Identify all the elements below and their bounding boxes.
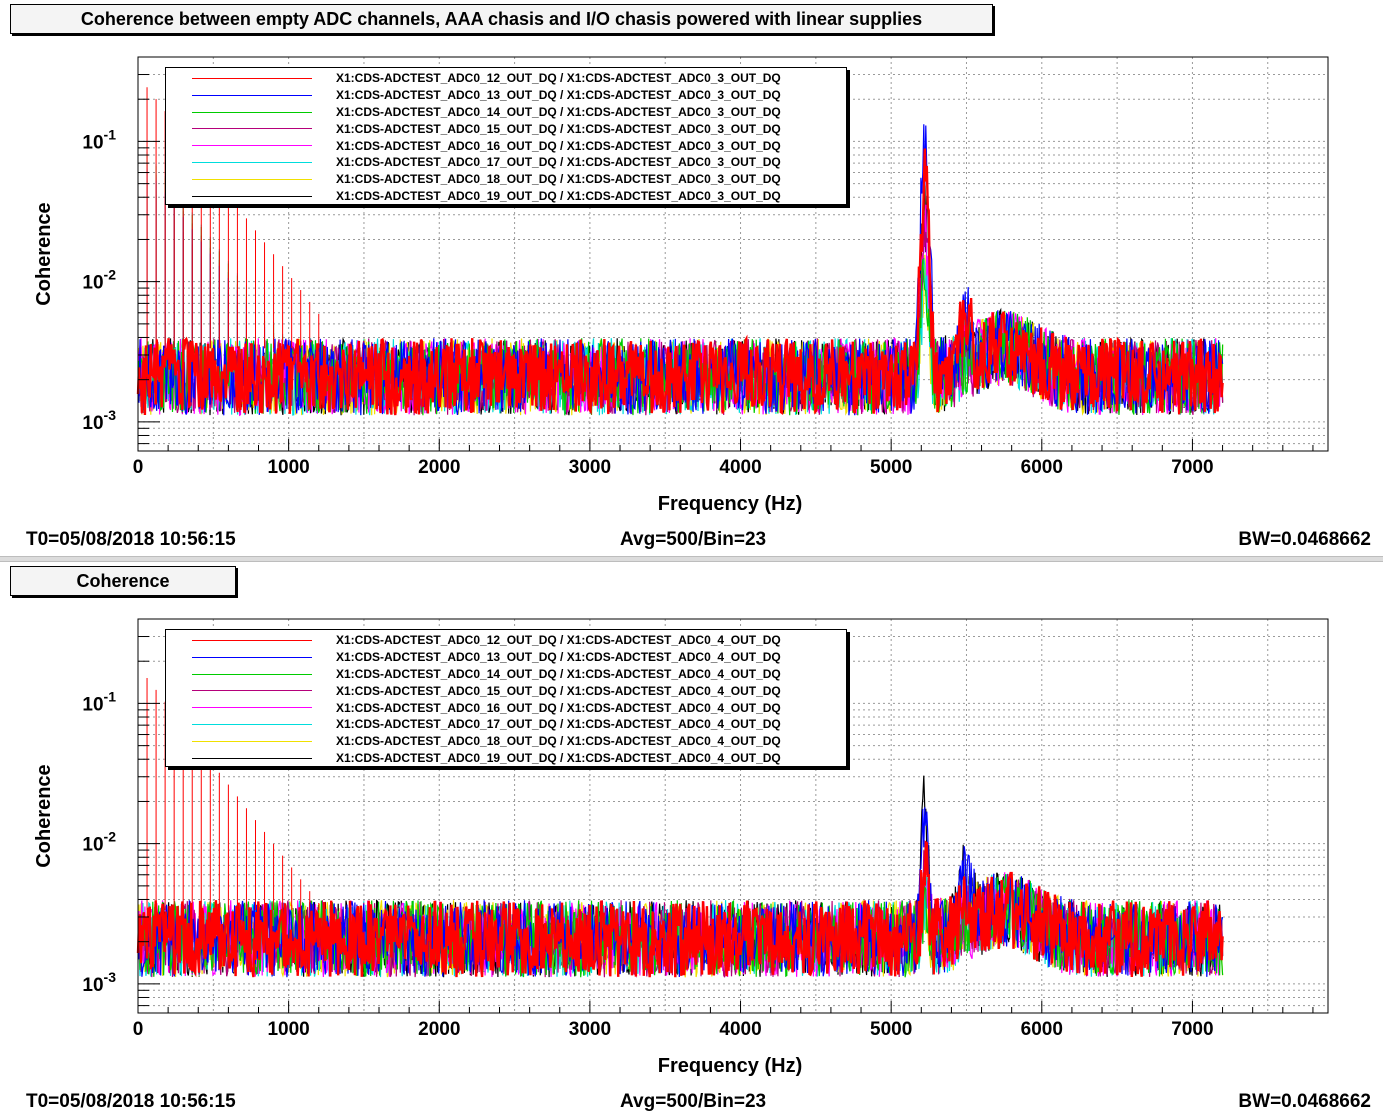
series-line xyxy=(136,148,1224,416)
legend-label: X1:CDS-ADCTEST_ADC0_16_OUT_DQ / X1:CDS-A… xyxy=(336,138,781,153)
y-tick-label: 10-1 xyxy=(82,126,116,153)
legend-entry[interactable]: X1:CDS-ADCTEST_ADC0_14_OUT_DQ / X1:CDS-A… xyxy=(166,104,846,121)
legend-label: X1:CDS-ADCTEST_ADC0_14_OUT_DQ / X1:CDS-A… xyxy=(336,104,781,119)
x-tick-label: 2000 xyxy=(418,457,460,478)
bandwidth-label: BW=0.0468662 xyxy=(1238,529,1371,550)
legend-swatch xyxy=(192,707,312,709)
legend-entry[interactable]: X1:CDS-ADCTEST_ADC0_12_OUT_DQ / X1:CDS-A… xyxy=(166,632,846,649)
avg-bin-label: Avg=500/Bin=23 xyxy=(620,1091,767,1112)
x-tick-label: 7000 xyxy=(1171,1019,1213,1040)
x-axis-label: Frequency (Hz) xyxy=(658,493,802,515)
x-tick-label: 2000 xyxy=(418,1019,460,1040)
legend-label: X1:CDS-ADCTEST_ADC0_19_OUT_DQ / X1:CDS-A… xyxy=(336,750,781,765)
legend-swatch xyxy=(192,195,312,197)
plot-panel-bottom: Coherence 0 1000 2000 3000 4000 5000 6000 7000 F… xyxy=(0,562,1383,1113)
plot-frame xyxy=(137,618,1329,1014)
plot-title: Coherence xyxy=(10,566,236,596)
legend-top[interactable]: X1:CDS-ADCTEST_ADC0_12_OUT_DQ / X1:CDS-A… xyxy=(165,67,847,206)
x-axis: 0 1000 2000 3000 4000 5000 6000 7000 Frequency (… xyxy=(133,1001,1314,1077)
legend-swatch xyxy=(192,673,312,675)
y-axis: 10-3 10-2 10-1 Coherence xyxy=(33,636,160,1007)
plot-frame xyxy=(137,56,1329,452)
x-tick-label: 7000 xyxy=(1171,457,1213,478)
legend-entry[interactable]: X1:CDS-ADCTEST_ADC0_16_OUT_DQ / X1:CDS-A… xyxy=(166,137,846,154)
legend-label: X1:CDS-ADCTEST_ADC0_14_OUT_DQ / X1:CDS-A… xyxy=(336,666,781,681)
panel-separator xyxy=(0,556,1383,562)
plot-title: Coherence between empty ADC channels, AA… xyxy=(10,4,993,34)
traces xyxy=(136,87,1224,417)
legend-entry[interactable]: X1:CDS-ADCTEST_ADC0_17_OUT_DQ / X1:CDS-A… xyxy=(166,154,846,171)
legend-swatch xyxy=(192,128,312,130)
legend-label: X1:CDS-ADCTEST_ADC0_15_OUT_DQ / X1:CDS-A… xyxy=(336,683,781,698)
legend-swatch xyxy=(192,145,312,147)
x-tick-label: 5000 xyxy=(870,457,912,478)
legend-bottom[interactable]: X1:CDS-ADCTEST_ADC0_12_OUT_DQ / X1:CDS-A… xyxy=(165,629,847,768)
x-tick-label: 4000 xyxy=(719,1019,761,1040)
legend-label: X1:CDS-ADCTEST_ADC0_17_OUT_DQ / X1:CDS-A… xyxy=(336,717,781,732)
x-tick-label: 5000 xyxy=(870,1019,912,1040)
legend-label: X1:CDS-ADCTEST_ADC0_16_OUT_DQ / X1:CDS-A… xyxy=(336,700,781,715)
legend-label: X1:CDS-ADCTEST_ADC0_17_OUT_DQ / X1:CDS-A… xyxy=(336,155,781,170)
series-line xyxy=(136,840,1224,978)
legend-label: X1:CDS-ADCTEST_ADC0_12_OUT_DQ / X1:CDS-A… xyxy=(336,633,781,648)
legend-swatch xyxy=(192,178,312,180)
x-tick-label: 1000 xyxy=(267,1019,309,1040)
legend-swatch xyxy=(192,690,312,692)
y-tick-label: 10-3 xyxy=(82,407,116,434)
traces xyxy=(136,678,1224,978)
y-axis: 10-3 10-2 10-1 Coherence xyxy=(33,74,160,445)
legend-entry[interactable]: X1:CDS-ADCTEST_ADC0_16_OUT_DQ / X1:CDS-A… xyxy=(166,699,846,716)
legend-label: X1:CDS-ADCTEST_ADC0_12_OUT_DQ / X1:CDS-A… xyxy=(336,71,781,86)
legend-entry[interactable]: X1:CDS-ADCTEST_ADC0_17_OUT_DQ / X1:CDS-A… xyxy=(166,716,846,733)
x-axis: 0 1000 2000 3000 4000 5000 6000 7000 Frequency (… xyxy=(133,439,1314,515)
bandwidth-label: BW=0.0468662 xyxy=(1238,1091,1371,1112)
y-axis-label: Coherence xyxy=(33,764,55,867)
legend-label: X1:CDS-ADCTEST_ADC0_13_OUT_DQ / X1:CDS-A… xyxy=(336,88,781,103)
legend-swatch xyxy=(192,656,312,658)
legend-entry[interactable]: X1:CDS-ADCTEST_ADC0_19_OUT_DQ / X1:CDS-A… xyxy=(166,750,846,767)
x-tick-label: 4000 xyxy=(719,457,761,478)
legend-label: X1:CDS-ADCTEST_ADC0_13_OUT_DQ / X1:CDS-A… xyxy=(336,650,781,665)
y-tick-label: 10-2 xyxy=(82,267,116,294)
x-tick-label: 0 xyxy=(133,457,144,478)
legend-entry[interactable]: X1:CDS-ADCTEST_ADC0_15_OUT_DQ / X1:CDS-A… xyxy=(166,682,846,699)
t0-label: T0=05/08/2018 10:56:15 xyxy=(26,529,236,550)
x-tick-label: 1000 xyxy=(267,457,309,478)
legend-entry[interactable]: X1:CDS-ADCTEST_ADC0_12_OUT_DQ / X1:CDS-A… xyxy=(166,70,846,87)
legend-swatch xyxy=(192,740,312,742)
x-tick-label: 0 xyxy=(133,1019,144,1040)
legend-swatch xyxy=(192,640,312,641)
y-tick-label: 10-3 xyxy=(82,969,116,996)
legend-entry[interactable]: X1:CDS-ADCTEST_ADC0_19_OUT_DQ / X1:CDS-A… xyxy=(166,188,846,205)
y-axis-label: Coherence xyxy=(33,202,55,305)
legend-label: X1:CDS-ADCTEST_ADC0_18_OUT_DQ / X1:CDS-A… xyxy=(336,734,781,749)
plot-panel-top: Coherence between empty ADC channels, AA… xyxy=(0,0,1383,556)
legend-entry[interactable]: X1:CDS-ADCTEST_ADC0_18_OUT_DQ / X1:CDS-A… xyxy=(166,733,846,750)
legend-entry[interactable]: X1:CDS-ADCTEST_ADC0_18_OUT_DQ / X1:CDS-A… xyxy=(166,171,846,188)
legend-swatch xyxy=(192,757,312,759)
legend-swatch xyxy=(192,78,312,79)
legend-swatch xyxy=(192,94,312,96)
x-tick-label: 6000 xyxy=(1021,1019,1063,1040)
legend-entry[interactable]: X1:CDS-ADCTEST_ADC0_13_OUT_DQ / X1:CDS-A… xyxy=(166,87,846,104)
avg-bin-label: Avg=500/Bin=23 xyxy=(620,529,767,550)
y-tick-label: 10-1 xyxy=(82,688,116,715)
x-axis-label: Frequency (Hz) xyxy=(658,1055,802,1077)
legend-entry[interactable]: X1:CDS-ADCTEST_ADC0_15_OUT_DQ / X1:CDS-A… xyxy=(166,120,846,137)
legend-label: X1:CDS-ADCTEST_ADC0_19_OUT_DQ / X1:CDS-A… xyxy=(336,188,781,203)
legend-swatch xyxy=(192,723,312,725)
legend-swatch xyxy=(192,111,312,113)
legend-label: X1:CDS-ADCTEST_ADC0_18_OUT_DQ / X1:CDS-A… xyxy=(336,172,781,187)
x-tick-label: 3000 xyxy=(569,457,611,478)
t0-label: T0=05/08/2018 10:56:15 xyxy=(26,1091,236,1112)
legend-swatch xyxy=(192,161,312,163)
legend-label: X1:CDS-ADCTEST_ADC0_15_OUT_DQ / X1:CDS-A… xyxy=(336,121,781,136)
legend-entry[interactable]: X1:CDS-ADCTEST_ADC0_14_OUT_DQ / X1:CDS-A… xyxy=(166,666,846,683)
y-tick-label: 10-2 xyxy=(82,829,116,856)
legend-entry[interactable]: X1:CDS-ADCTEST_ADC0_13_OUT_DQ / X1:CDS-A… xyxy=(166,649,846,666)
x-tick-label: 3000 xyxy=(569,1019,611,1040)
x-tick-label: 6000 xyxy=(1021,457,1063,478)
